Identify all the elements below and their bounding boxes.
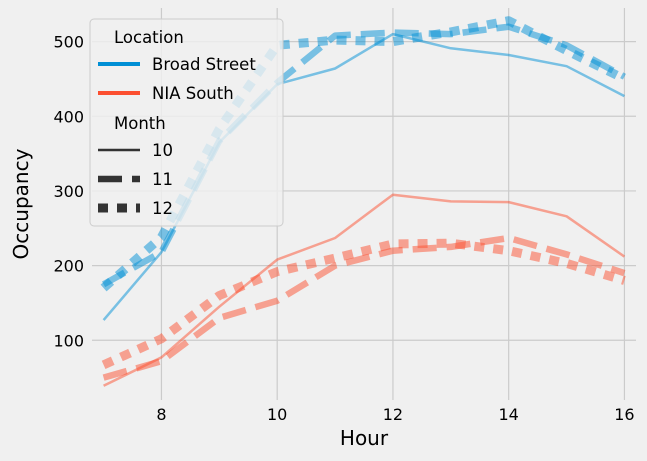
legend-box xyxy=(89,18,284,227)
x-tick-label-16: 16 xyxy=(614,405,634,424)
x-tick-labels: 8 10 12 14 16 xyxy=(156,405,634,424)
series-line-broad-street-month-11 xyxy=(102,23,626,288)
legend-label-month-11: 11 xyxy=(152,170,173,189)
x-axis-label: Hour xyxy=(340,426,389,450)
series-line-nia-south-month-11 xyxy=(102,234,626,381)
y-tick-label-300: 300 xyxy=(53,182,84,201)
legend: Location Broad Street NIA South Month 10… xyxy=(89,18,284,227)
legend-label-month-10: 10 xyxy=(152,141,173,160)
y-tick-label-100: 100 xyxy=(53,331,84,350)
y-tick-labels: 100 200 300 400 500 xyxy=(53,33,84,351)
x-tick-label-12: 12 xyxy=(383,405,403,424)
series-line-nia-south-month-10 xyxy=(103,193,626,387)
x-tick-label-8: 8 xyxy=(156,405,166,424)
y-axis-label: Occupancy xyxy=(9,148,33,259)
series-line-nia-south-month-12 xyxy=(101,238,626,370)
x-tick-label-14: 14 xyxy=(499,405,519,424)
legend-title-month: Month xyxy=(114,114,166,133)
legend-label-nia-south: NIA South xyxy=(152,84,234,103)
y-tick-label-200: 200 xyxy=(53,257,84,276)
legend-title-location: Location xyxy=(114,28,184,47)
y-tick-label-400: 400 xyxy=(53,107,84,126)
legend-label-month-12: 12 xyxy=(152,199,173,218)
legend-label-broad-street: Broad Street xyxy=(152,55,256,74)
x-tick-label-10: 10 xyxy=(267,405,287,424)
y-tick-label-500: 500 xyxy=(53,33,84,52)
